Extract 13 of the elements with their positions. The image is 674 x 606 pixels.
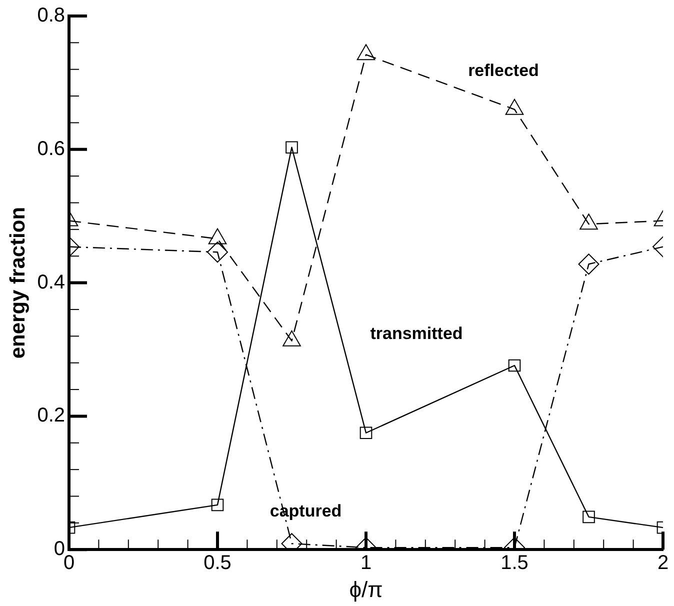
x-tick-label: 1: [360, 552, 372, 574]
series-label: reflected: [468, 61, 539, 80]
y-tick-label: 0.8: [37, 4, 66, 27]
y-axis-title: energy fraction: [6, 206, 30, 359]
y-tick-label: 0: [54, 538, 66, 560]
x-tick-label: 1.5: [500, 552, 528, 574]
y-tick-label: 0.2: [37, 404, 66, 427]
y-tick-label: 0.6: [37, 138, 66, 160]
series-label: transmitted: [370, 324, 463, 344]
x-axis-title: ϕ/π: [349, 576, 383, 602]
x-tick-label: 0.5: [204, 552, 232, 574]
y-tick-label: 0.4: [37, 271, 66, 294]
x-tick-label: 2: [657, 552, 669, 574]
